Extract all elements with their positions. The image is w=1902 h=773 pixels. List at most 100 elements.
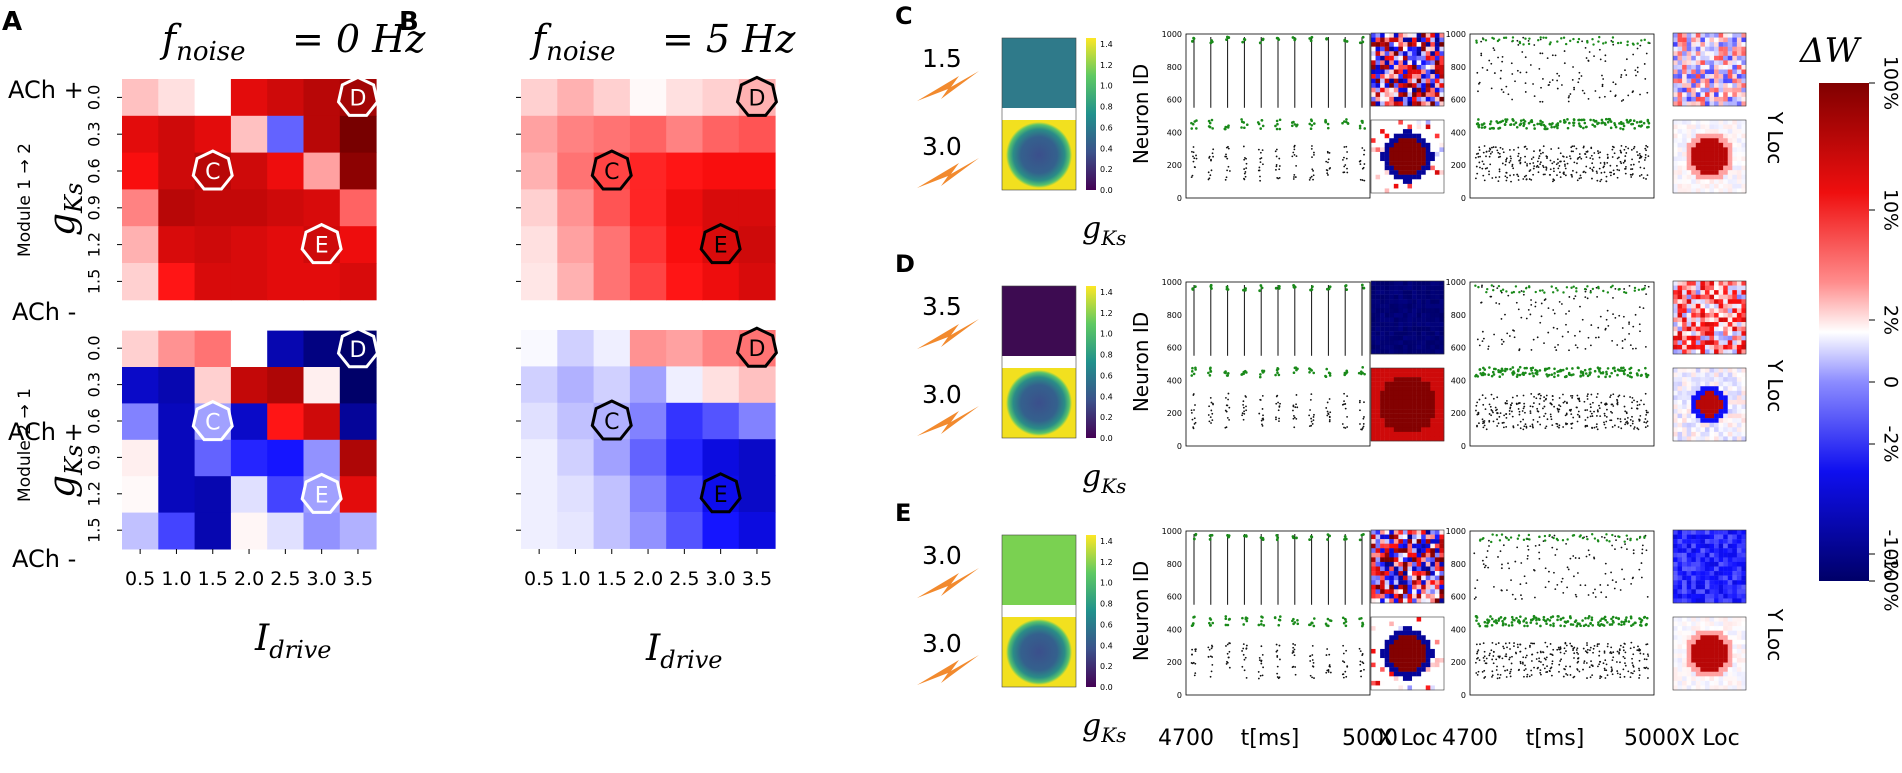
row-c-raster2-green-top xyxy=(1631,42,1635,45)
row-c-w2-bottom-cell xyxy=(1673,151,1678,157)
row-d-raster2-green-top xyxy=(1637,288,1641,291)
row-c-w2-top-cell xyxy=(1677,60,1683,66)
row-e-w1-bottom-cell xyxy=(1407,685,1413,691)
row-c-raster2-green-top xyxy=(1539,36,1542,39)
row-c-w2-top-cell xyxy=(1704,46,1710,52)
row-d-w1-bottom-cell xyxy=(1421,372,1426,378)
row-c-raster2-green-spike xyxy=(1504,120,1508,123)
row-d-raster1-low-spike xyxy=(1191,418,1194,421)
row-c-w2-top-cell xyxy=(1704,51,1710,57)
row-c-w1-bottom-cell xyxy=(1416,165,1422,171)
row-c-raster2-green-spike xyxy=(1601,121,1605,124)
row-c-w1-top-cell xyxy=(1425,101,1431,107)
b-bottom-cell xyxy=(521,330,558,367)
row-d-w1-bottom-cell xyxy=(1439,413,1445,419)
row-c-w1-bottom-cell xyxy=(1416,133,1422,139)
b-top-cell xyxy=(557,263,595,301)
row-c-w2-top-cell xyxy=(1695,37,1701,43)
row-d-raster2-low-spike xyxy=(1559,405,1562,408)
row-d-raster1-low-spike xyxy=(1275,395,1278,398)
row-d-raster2-green-spike xyxy=(1487,373,1490,376)
row-c-raster2-low-spike xyxy=(1618,156,1620,159)
row-c-raster1-green-spike xyxy=(1210,118,1214,122)
row-d-w2-bottom-cell xyxy=(1686,418,1692,423)
row-c-w1-bottom-cell xyxy=(1416,120,1422,125)
row-e-raster1-green-top xyxy=(1295,536,1298,540)
row-c-w2-bottom-cell xyxy=(1714,147,1719,153)
row-d-w2-top-cell xyxy=(1732,303,1738,309)
row-c-w1-bottom-cell xyxy=(1425,147,1431,153)
row-d-raster1-green-spike xyxy=(1191,366,1194,370)
row-d-raster1-low-spike xyxy=(1362,417,1365,420)
a-bottom-cell xyxy=(194,367,232,404)
row-c-w2-top-cell xyxy=(1727,33,1733,38)
row-c-raster2-green-spike xyxy=(1632,119,1636,123)
row-c-raster1-green-spike xyxy=(1308,122,1312,126)
row-e-w1-bottom-cell xyxy=(1398,621,1404,627)
row-e-w1-bottom-cell xyxy=(1430,685,1436,691)
row-e-w1-bottom-cell xyxy=(1375,653,1381,659)
row-e-w1-top-cell xyxy=(1439,598,1445,604)
panel-letter-a: A xyxy=(2,7,22,37)
row-e-w1-bottom-cell xyxy=(1425,630,1431,636)
row-e-w1-bottom-cell xyxy=(1434,630,1440,636)
row-c-w1-bottom-cell xyxy=(1421,138,1426,144)
row-d-w1-bottom-cell xyxy=(1434,418,1440,423)
b-top-cell xyxy=(593,115,631,154)
row-d-raster2-noise-spike xyxy=(1606,309,1609,312)
row-d-raster2-low-spike xyxy=(1478,398,1481,401)
row-d-w2-bottom-cell xyxy=(1714,404,1719,410)
row-d-w1-top-cell xyxy=(1371,281,1376,286)
row-d-w2-bottom-cell xyxy=(1695,386,1701,392)
row-e-w1-bottom-cell xyxy=(1425,639,1431,645)
row-c-w1-bottom-cell xyxy=(1375,120,1381,125)
a-bottom-cell xyxy=(122,439,159,477)
row-c-raster2-green-spike xyxy=(1515,125,1519,129)
a-top-cell xyxy=(303,115,341,154)
a-bottom-cell xyxy=(339,439,377,477)
row-c-w1-bottom-cell xyxy=(1393,156,1399,162)
row-c-w2-top-cell xyxy=(1695,87,1701,93)
row-c-w1-top-cell xyxy=(1402,74,1408,79)
row-c-w2-bottom-cell xyxy=(1732,179,1738,185)
row-e-w1-bottom-cell xyxy=(1389,667,1395,672)
row-d-w1-bottom-cell xyxy=(1434,422,1440,428)
row-c-w1-bottom-cell xyxy=(1371,129,1376,134)
row-d-w2-bottom-cell xyxy=(1709,395,1715,401)
row-d-raster2-low-spike xyxy=(1605,416,1608,418)
row-c-raster2-low-spike xyxy=(1508,161,1511,164)
row-d-raster1-low-spike xyxy=(1278,420,1280,423)
row-d-w2-bottom-cell xyxy=(1732,418,1738,423)
row-c-w1-top-cell xyxy=(1384,37,1390,43)
row-d-raster1-low-spike xyxy=(1225,404,1228,407)
row-c-raster2-low-spike xyxy=(1642,177,1645,179)
row-c-w2-bottom-cell xyxy=(1691,161,1697,166)
a-x-label: Idrive xyxy=(254,618,332,664)
row-d-w2-bottom-cell xyxy=(1727,404,1733,410)
row-c-w1-top-cell xyxy=(1421,83,1426,88)
row-c-raster2-green-spike xyxy=(1501,119,1505,123)
row-c-w1-top-cell xyxy=(1407,69,1413,75)
row-c-raster2-low-spike xyxy=(1563,160,1566,163)
row-c-w1-top-cell xyxy=(1421,42,1426,47)
row-d-w2-top-cell xyxy=(1718,331,1724,336)
row-c-w1-top-cell xyxy=(1416,78,1422,84)
row-d-w2-top-cell xyxy=(1704,317,1710,323)
row-c-raster2-low-spike xyxy=(1474,156,1477,159)
row-c-raster1-green-top xyxy=(1345,40,1349,43)
b-top-cell xyxy=(629,79,667,117)
row-d-w1-bottom-cell xyxy=(1425,413,1431,419)
row-c-w1-top-cell xyxy=(1402,46,1408,52)
row-d-w1-bottom-cell xyxy=(1389,427,1395,433)
row-c-raster2-low-spike xyxy=(1533,165,1536,168)
row-d-raster2-low-spike xyxy=(1638,420,1641,422)
row-e-w1-bottom-cell xyxy=(1389,671,1395,677)
row-c-w1-bottom-cell xyxy=(1393,133,1399,139)
row-d-w2-top-cell xyxy=(1677,335,1683,341)
row-e-w1-top-cell xyxy=(1402,539,1408,544)
row-d-w1-bottom-cell xyxy=(1393,395,1399,401)
row-c-raster2-noise-spike xyxy=(1587,59,1590,62)
row-c-raster1-low-spike xyxy=(1295,164,1298,167)
row-d-raster1-low-spike xyxy=(1343,403,1345,406)
b-top-cell xyxy=(738,152,776,190)
